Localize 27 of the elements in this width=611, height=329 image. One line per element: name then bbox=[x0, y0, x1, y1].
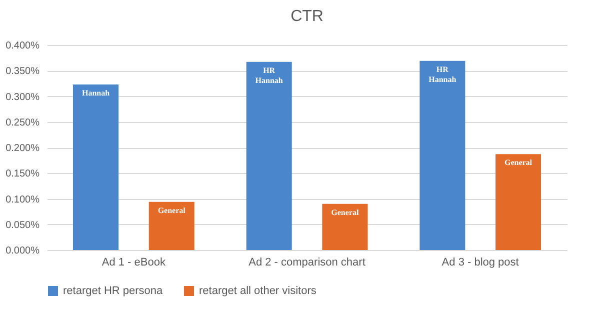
y-tick-label: 0.100% bbox=[6, 194, 40, 206]
legend-label: retarget all other visitors bbox=[199, 285, 317, 297]
legend-label: retarget HR persona bbox=[63, 285, 164, 297]
y-tick-label: 0.300% bbox=[6, 92, 40, 103]
data-label: General bbox=[331, 208, 360, 217]
bar bbox=[420, 60, 466, 250]
y-tick-label: 0.150% bbox=[6, 168, 40, 180]
bar bbox=[496, 154, 541, 250]
data-label: General bbox=[158, 206, 186, 215]
chart-title: CTR bbox=[290, 8, 324, 25]
x-tick-label: Ad 3 - blog post bbox=[442, 256, 519, 268]
bar bbox=[73, 84, 118, 250]
y-tick-label: 0.250% bbox=[6, 117, 40, 128]
data-label: HR Hannah bbox=[428, 64, 457, 84]
data-label: HR Hannah bbox=[255, 66, 284, 85]
bar bbox=[246, 62, 292, 250]
y-tick-label: 0.200% bbox=[6, 143, 40, 154]
y-tick-label: 0.350% bbox=[6, 66, 40, 78]
y-tick-label: 0.400% bbox=[6, 40, 40, 52]
x-tick-label: Ad 1 - eBook bbox=[102, 256, 166, 268]
y-tick-label: 0.000% bbox=[6, 246, 40, 256]
y-tick-label: 0.050% bbox=[6, 220, 40, 231]
x-tick-label: Ad 2 - comparison chart bbox=[248, 256, 366, 268]
bar bbox=[322, 204, 368, 250]
bar bbox=[148, 202, 194, 250]
data-label: Hannah bbox=[82, 88, 110, 98]
data-label: General bbox=[504, 158, 533, 168]
